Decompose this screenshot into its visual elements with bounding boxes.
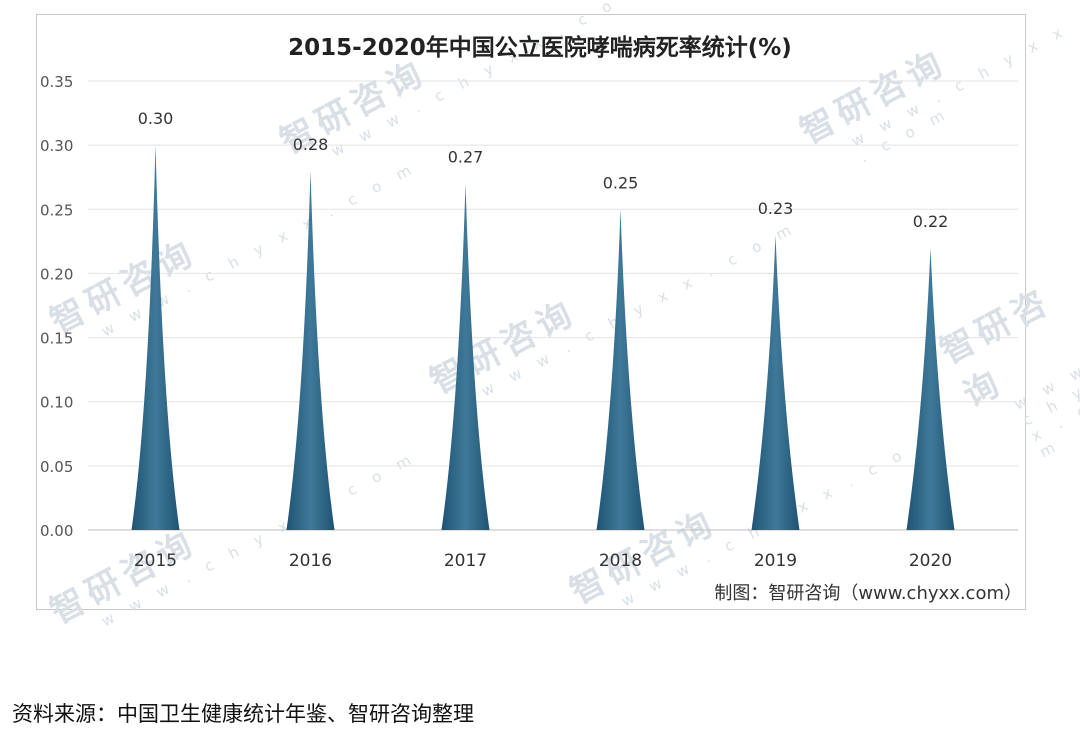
bar [441, 183, 490, 530]
data-label: 0.22 [913, 212, 949, 231]
x-tick-label: 2019 [754, 551, 797, 571]
x-tick-label: 2020 [909, 551, 952, 571]
y-tick-label: 0.35 [40, 73, 73, 91]
y-tick-label: 0.20 [40, 265, 73, 283]
source-note: 资料来源：中国卫生健康统计年鉴、智研咨询整理 [12, 702, 474, 726]
x-tick-label: 2015 [134, 551, 177, 571]
data-label: 0.30 [138, 109, 174, 128]
bar [751, 234, 800, 530]
y-tick-label: 0.30 [40, 137, 73, 155]
data-label: 0.28 [293, 135, 329, 154]
chart-credit: 制图：智研咨询（www.chyxx.com） [714, 583, 1022, 604]
x-tick-label: 2018 [599, 551, 642, 571]
y-tick-label: 0.10 [40, 394, 73, 412]
chart-title: 2015-2020年中国公立医院哮喘病死率统计(%) [288, 35, 792, 61]
x-tick-label: 2016 [289, 551, 332, 571]
bar [131, 145, 180, 530]
x-tick-label: 2017 [444, 551, 487, 571]
bar [596, 209, 645, 531]
y-tick-label: 0.15 [40, 330, 73, 348]
y-tick-label: 0.25 [40, 201, 73, 219]
data-label: 0.23 [758, 199, 794, 218]
chart-frame [36, 14, 1026, 610]
y-tick-label: 0.05 [40, 458, 73, 476]
bar [906, 247, 955, 530]
data-label: 0.25 [603, 173, 639, 192]
y-tick-label: 0.00 [40, 522, 73, 540]
bar [286, 170, 335, 531]
data-label: 0.27 [448, 148, 484, 167]
